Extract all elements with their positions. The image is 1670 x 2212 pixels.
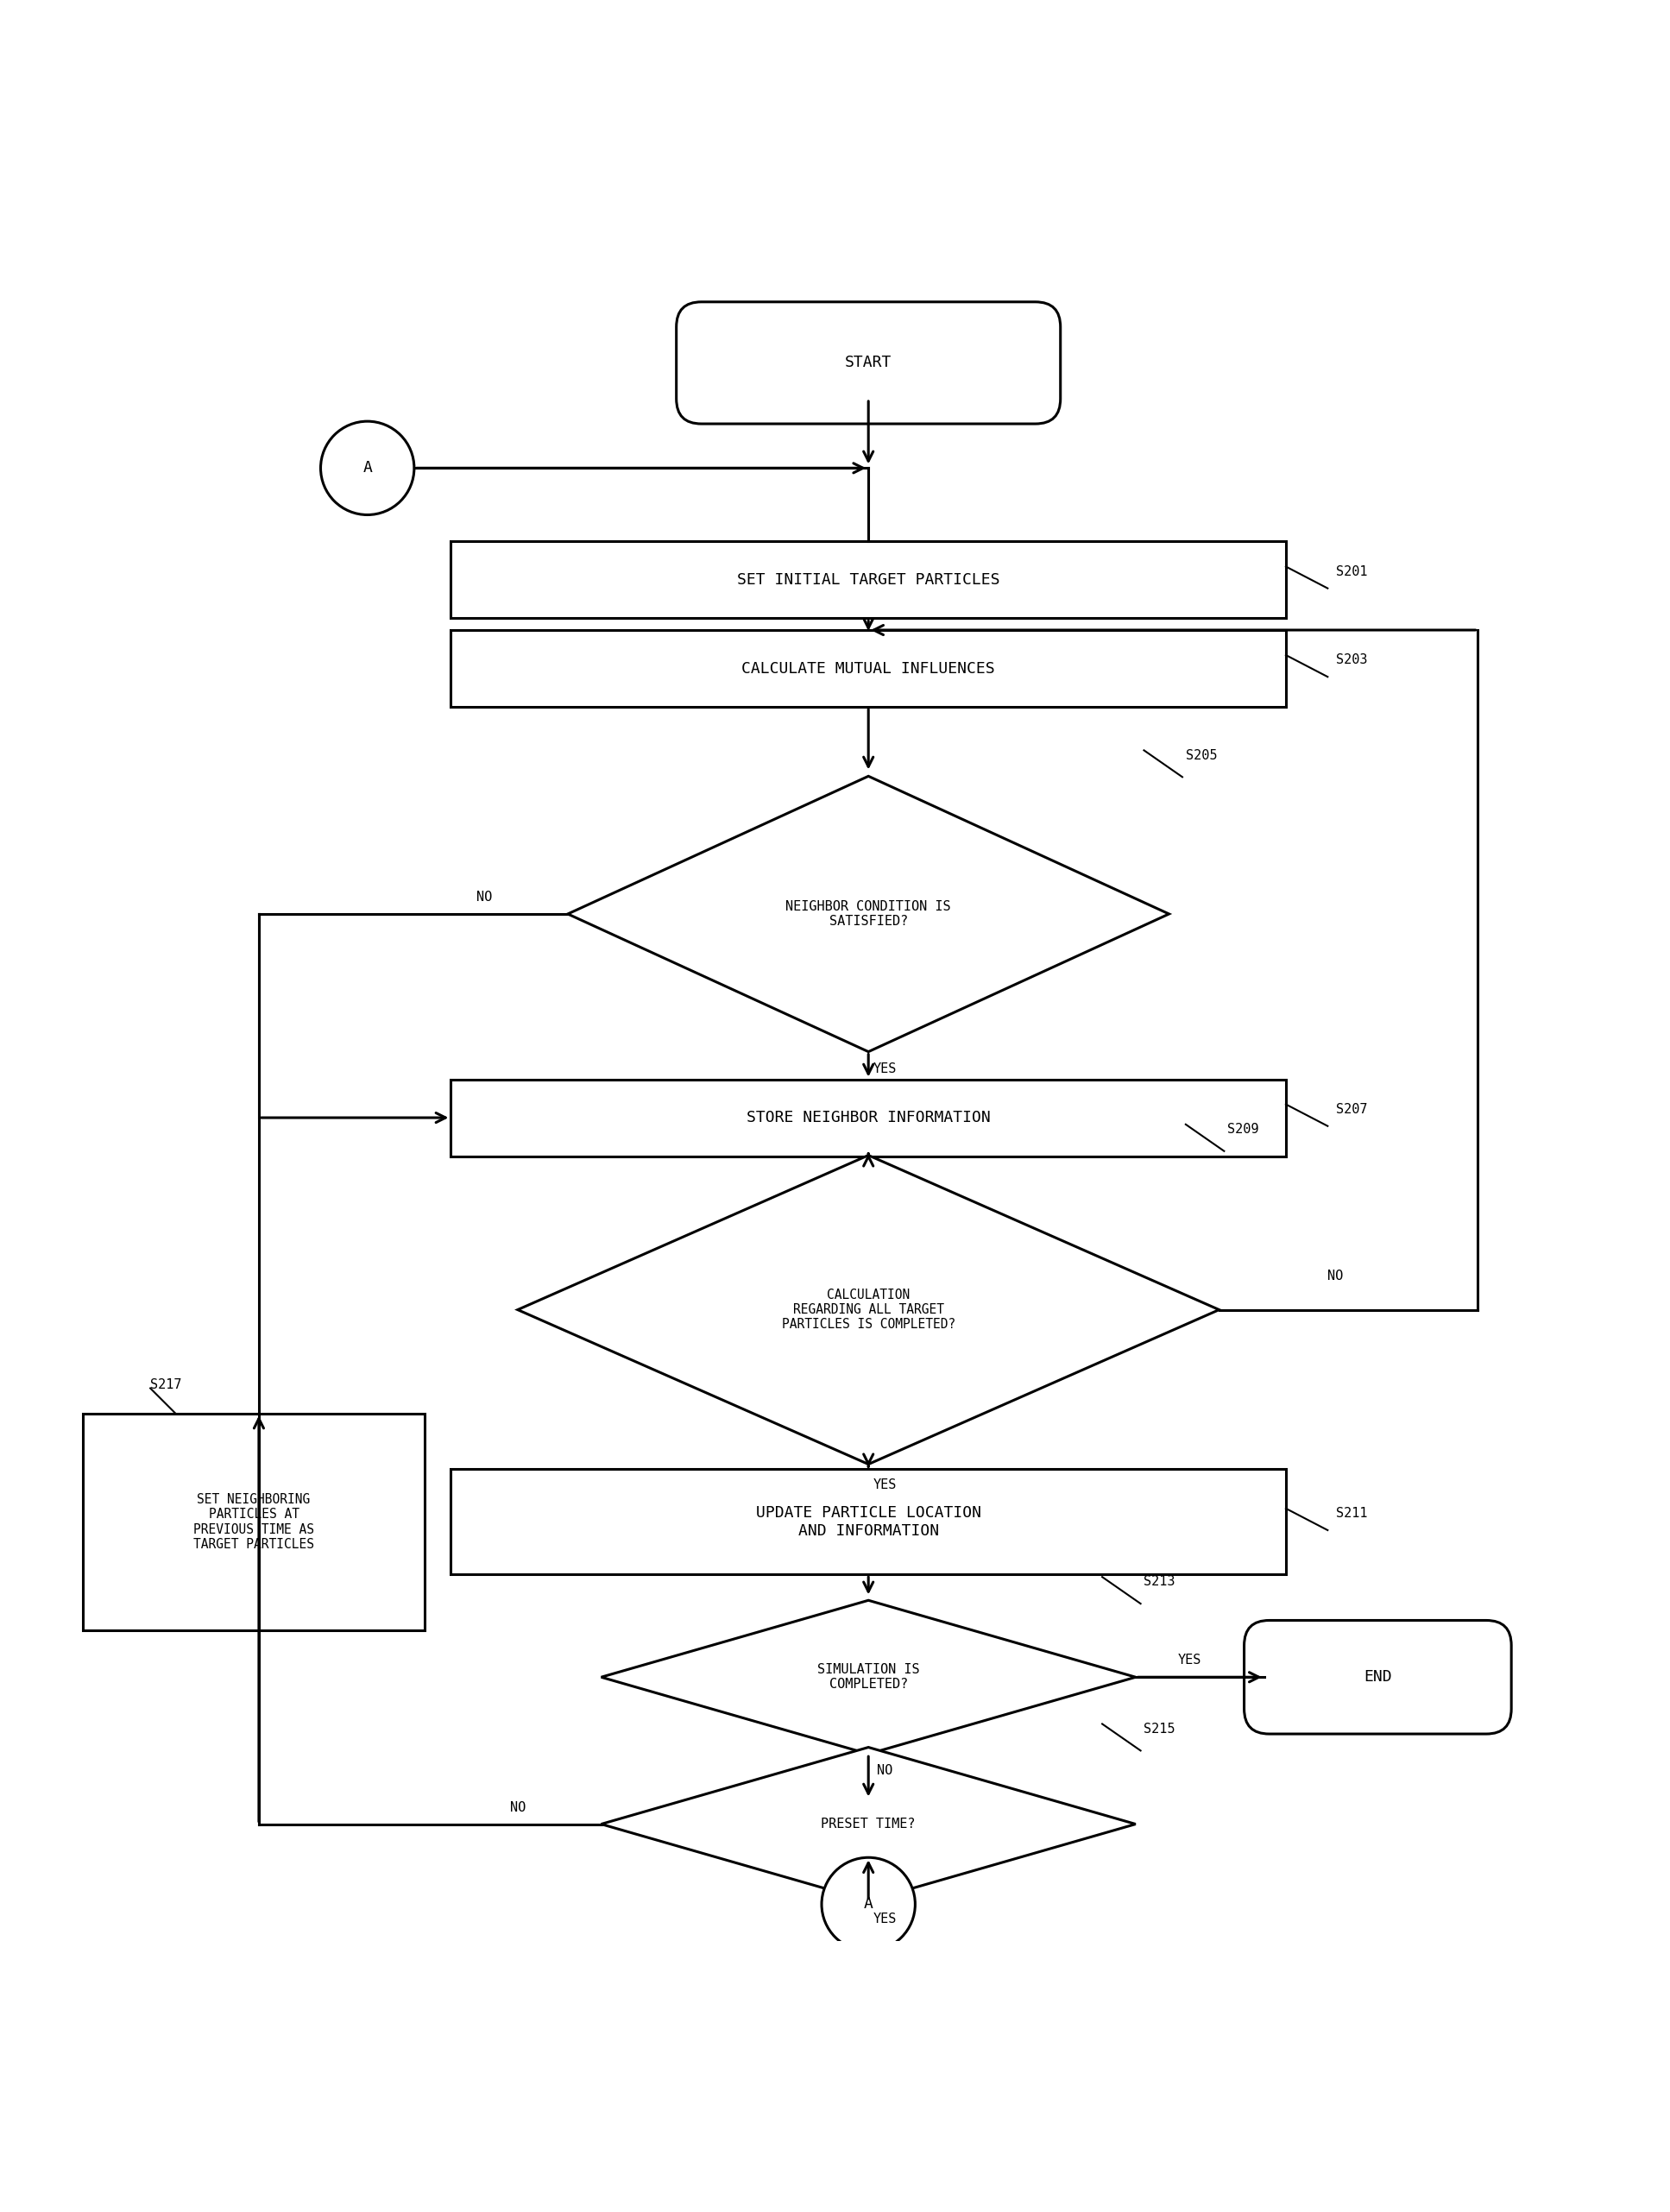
Text: NO: NO [509, 1801, 526, 1814]
Text: S207: S207 [1336, 1104, 1368, 1115]
Text: STORE NEIGHBOR INFORMATION: STORE NEIGHBOR INFORMATION [746, 1110, 990, 1126]
FancyBboxPatch shape [451, 1079, 1286, 1157]
Text: YES: YES [873, 1062, 897, 1075]
Text: SIMULATION IS
COMPLETED?: SIMULATION IS COMPLETED? [817, 1663, 920, 1692]
FancyBboxPatch shape [451, 1469, 1286, 1575]
Text: S203: S203 [1336, 653, 1368, 666]
Polygon shape [601, 1599, 1136, 1754]
Text: NO: NO [476, 891, 493, 905]
Circle shape [822, 1858, 915, 1951]
Text: S201: S201 [1336, 564, 1368, 577]
Text: NEIGHBOR CONDITION IS
SATISFIED?: NEIGHBOR CONDITION IS SATISFIED? [785, 900, 952, 927]
Polygon shape [601, 1747, 1136, 1900]
Text: S213: S213 [1144, 1575, 1176, 1588]
FancyBboxPatch shape [676, 301, 1060, 425]
Circle shape [321, 420, 414, 515]
Text: UPDATE PARTICLE LOCATION
AND INFORMATION: UPDATE PARTICLE LOCATION AND INFORMATION [757, 1504, 980, 1540]
FancyBboxPatch shape [1244, 1621, 1511, 1734]
Text: NO: NO [1328, 1270, 1343, 1283]
Text: PRESET TIME?: PRESET TIME? [822, 1818, 915, 1832]
Polygon shape [568, 776, 1169, 1051]
Text: CALCULATE MUTUAL INFLUENCES: CALCULATE MUTUAL INFLUENCES [741, 661, 995, 677]
Text: A: A [362, 460, 372, 476]
FancyBboxPatch shape [451, 542, 1286, 619]
Text: SET INITIAL TARGET PARTICLES: SET INITIAL TARGET PARTICLES [736, 573, 1000, 588]
Text: A: A [863, 1896, 873, 1911]
Text: YES: YES [873, 1913, 897, 1927]
Text: CALCULATION
REGARDING ALL TARGET
PARTICLES IS COMPLETED?: CALCULATION REGARDING ALL TARGET PARTICL… [782, 1287, 955, 1332]
Text: YES: YES [1177, 1655, 1201, 1668]
Text: S209: S209 [1227, 1124, 1259, 1135]
Text: NO: NO [877, 1765, 893, 1776]
Text: YES: YES [873, 1478, 897, 1491]
Text: S205: S205 [1186, 750, 1217, 761]
Text: S217: S217 [150, 1378, 182, 1391]
Text: S215: S215 [1144, 1723, 1176, 1736]
Text: END: END [1364, 1670, 1391, 1686]
FancyBboxPatch shape [84, 1413, 424, 1630]
Text: START: START [845, 356, 892, 372]
FancyBboxPatch shape [451, 630, 1286, 708]
Text: SET NEIGHBORING
PARTICLES AT
PREVIOUS TIME AS
TARGET PARTICLES: SET NEIGHBORING PARTICLES AT PREVIOUS TI… [194, 1493, 314, 1551]
Text: S211: S211 [1336, 1506, 1368, 1520]
Polygon shape [518, 1155, 1219, 1464]
